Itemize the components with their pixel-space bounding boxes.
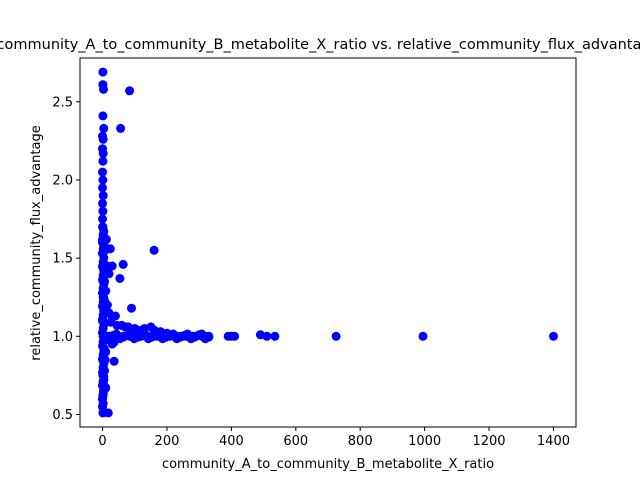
x-axis-ticks: 0 200 400 600 800 1000 1200 1400 [98, 427, 570, 449]
x-tick-label: 800 [348, 434, 373, 449]
x-tick-label: 0 [98, 434, 106, 449]
data-point [98, 222, 107, 232]
data-point [115, 274, 125, 283]
data-point [109, 356, 119, 366]
chart-title: community_A_to_community_B_metabolite_X_… [0, 37, 640, 53]
data-point [98, 214, 107, 224]
x-tick-label: 1000 [408, 434, 441, 449]
data-point [110, 311, 120, 321]
data-point [116, 123, 126, 133]
data-point [418, 331, 428, 341]
plot-frame [79, 57, 577, 428]
y-axis-ticks: 0.5 1.0 1.5 2.0 2.5 [52, 95, 80, 423]
data-point [98, 134, 108, 144]
data-point [98, 111, 108, 121]
data-point [98, 206, 108, 216]
data-point [149, 245, 159, 255]
y-tick-label: 0.5 [52, 408, 73, 423]
points-layer [98, 67, 558, 418]
data-point [99, 84, 108, 94]
data-point [98, 183, 107, 193]
data-point [230, 331, 240, 341]
x-axis-label: community_A_to_community_B_metabolite_X_… [162, 457, 494, 472]
y-tick-label: 1.0 [52, 330, 73, 345]
data-point [549, 331, 558, 341]
data-point [270, 331, 280, 341]
y-axis-label: relative_community_flux_advantage [29, 125, 44, 360]
data-point [98, 198, 107, 208]
x-tick-label: 1400 [537, 434, 570, 449]
data-point [127, 303, 136, 313]
y-tick-label: 1.5 [52, 252, 73, 267]
x-tick-label: 400 [219, 434, 244, 449]
data-point [98, 148, 108, 158]
x-tick-label: 600 [283, 434, 308, 449]
data-point [125, 86, 135, 96]
x-tick-label: 200 [155, 434, 180, 449]
data-point [98, 175, 108, 185]
data-point [103, 408, 113, 418]
data-point [204, 332, 214, 342]
y-tick-label: 2.5 [52, 95, 73, 110]
data-point [107, 261, 117, 271]
data-point [99, 123, 109, 133]
data-point [98, 67, 108, 77]
data-point [331, 331, 341, 341]
data-point [118, 259, 128, 269]
data-point [98, 167, 107, 177]
data-point [98, 156, 108, 166]
y-tick-label: 2.0 [52, 173, 73, 188]
data-point [98, 191, 108, 201]
data-point [262, 331, 272, 341]
x-tick-label: 1200 [472, 434, 505, 449]
data-point [107, 339, 117, 349]
data-point [105, 244, 115, 254]
